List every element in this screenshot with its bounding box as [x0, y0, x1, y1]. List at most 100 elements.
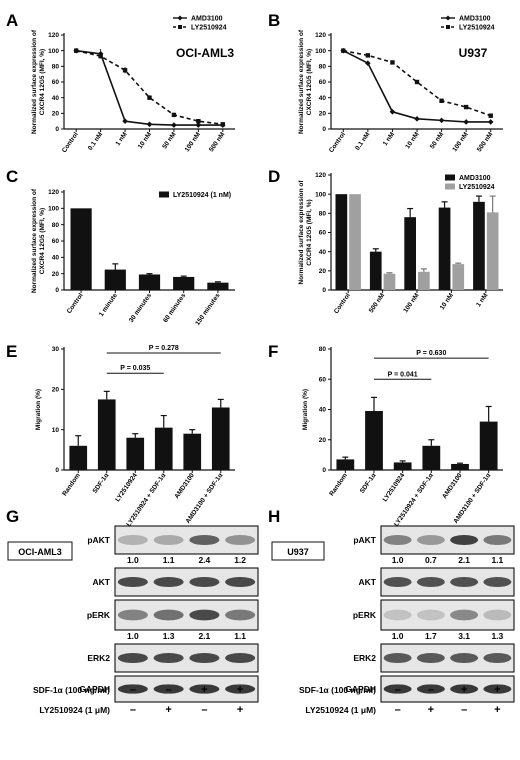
blot-label: pERK	[353, 610, 377, 620]
condition-sign: –	[201, 704, 207, 716]
bar	[438, 207, 451, 290]
band	[153, 652, 184, 664]
bar	[451, 463, 469, 470]
x-tick-label: Random	[61, 472, 82, 497]
x-tick-label: 1 nM	[382, 131, 396, 147]
p-value: P = 0.630	[416, 350, 446, 357]
band	[117, 652, 148, 664]
band-quant: 1.0	[392, 555, 404, 565]
band-quant: 0.7	[425, 555, 437, 565]
band	[483, 609, 512, 621]
x-tick-label: 0.1 nM	[354, 131, 371, 152]
bar	[486, 212, 499, 290]
band	[450, 609, 479, 621]
condition-sign: +	[428, 704, 434, 716]
band-quant: 2.1	[458, 555, 470, 565]
bar	[104, 269, 126, 290]
y-tick-label: 0	[55, 287, 59, 294]
cell-line-box	[7, 541, 73, 561]
x-tick-label: AMD3100	[173, 472, 196, 500]
bar	[126, 437, 145, 470]
bar	[154, 427, 173, 470]
x-tick-label: 1 nM	[475, 292, 489, 308]
band	[189, 684, 220, 694]
y-tick-label: 80	[52, 64, 60, 71]
y-tick-label: 120	[48, 189, 59, 196]
chart-e: 0 10 20 30 Migration (%) Random SDF-1α LY251092…	[35, 345, 235, 528]
x-tick-label: 1 nM	[114, 131, 128, 147]
series-line-0	[76, 49, 223, 126]
bar	[365, 411, 383, 470]
chart-title: U937	[459, 46, 488, 60]
y-tick-label: 20	[52, 271, 60, 278]
y-tick-label: 120	[315, 32, 326, 39]
data-point	[463, 119, 469, 125]
bar	[138, 274, 161, 290]
condition-sign: +	[165, 704, 171, 716]
y-tick-label: 60	[319, 79, 327, 86]
band	[189, 652, 220, 664]
y-tick-label: 20	[319, 268, 327, 275]
bar	[207, 282, 229, 290]
p-value: P = 0.041	[388, 371, 418, 378]
x-tick-label: 30 minutes	[128, 292, 153, 324]
blot-label: AKT	[359, 577, 377, 587]
condition-sign: –	[130, 704, 136, 716]
y-axis-label-line: CXCR4 12G5 (MFI, %)	[39, 208, 46, 274]
band	[189, 609, 220, 621]
cell-line-label: OCI-AML3	[18, 547, 62, 557]
y-axis-label-line: Normalized surface expression of	[31, 188, 38, 293]
condition-sign: –	[428, 684, 434, 696]
condition-sign: +	[237, 704, 243, 716]
data-point	[98, 53, 103, 59]
band	[153, 609, 184, 621]
bar	[211, 407, 230, 470]
band	[117, 609, 148, 621]
y-tick-label: 100	[48, 48, 59, 55]
x-tick-label: 100 nM	[402, 292, 420, 314]
legend-label: AMD3100	[459, 16, 491, 23]
y-tick-label: 0	[55, 467, 59, 474]
panel-label-h: H	[268, 507, 280, 526]
y-tick-label: 40	[52, 255, 60, 262]
p-value: P = 0.278	[149, 345, 179, 352]
band	[383, 684, 412, 694]
band-quant: 1.0	[127, 555, 139, 565]
y-axis-label: Normalized surface expression ofCXCR4 12…	[31, 188, 46, 293]
band	[189, 534, 220, 546]
condition-sign: –	[395, 704, 401, 716]
data-point	[220, 122, 225, 127]
y-axis-label: Normalized surface expression ofCXCR4 12…	[298, 29, 313, 134]
legend-swatch	[445, 174, 455, 181]
p-value: P = 0.035	[120, 365, 150, 372]
condition-sign: +	[237, 684, 243, 696]
legend-marker	[445, 15, 451, 21]
condition-label: SDF-1α (100 ng/ml)	[299, 685, 376, 695]
legend-marker	[178, 25, 182, 29]
x-tick-label: 10 nM	[137, 131, 153, 150]
band	[189, 576, 220, 588]
condition-sign: –	[461, 704, 467, 716]
y-tick-label: 60	[52, 79, 60, 86]
bar	[173, 276, 195, 290]
y-tick-label: 20	[52, 387, 60, 394]
condition-label: LY2510924 (1 μM)	[305, 705, 376, 715]
panel-label-a: A	[6, 11, 18, 30]
x-tick-label: 500 nM	[368, 292, 386, 314]
blot-label: AKT	[93, 577, 111, 587]
legend-marker	[446, 25, 450, 29]
western-blot-h: U937 pAKT 1.0 0.7 2.1 1.1 AKT pERK 1.0 1.7 3.1 1.3 E…	[271, 525, 515, 716]
band	[416, 534, 445, 546]
band	[383, 652, 412, 664]
band	[450, 534, 479, 546]
band	[117, 534, 148, 546]
data-point	[488, 113, 493, 118]
x-tick-label: 0.1 nM	[87, 131, 104, 152]
cell-line-label: U937	[287, 547, 309, 557]
x-tick-label: 1 minute	[98, 292, 119, 318]
x-tick-label: AMD3100	[441, 472, 464, 500]
y-tick-label: 60	[319, 230, 327, 237]
y-tick-label: 100	[48, 206, 59, 213]
